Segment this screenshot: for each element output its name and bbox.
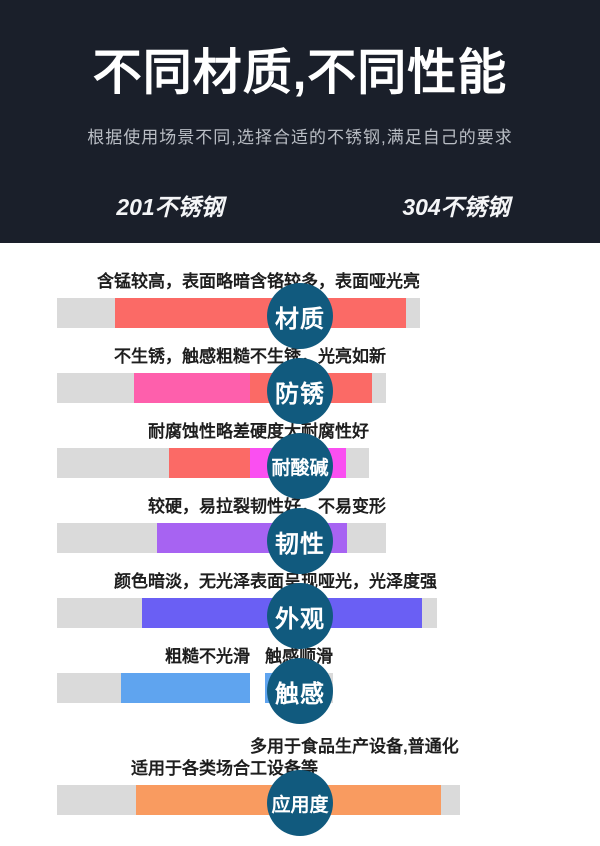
bar-label: 硬度大耐腐性好 [250, 421, 369, 441]
comparison-row-fangxiu: 不生锈，触感粗糙 防锈 不生锈，光亮如新 [0, 328, 600, 424]
comparison-row-naisuanjian: 耐腐蚀性略差 耐酸碱 硬度大耐腐性好 [0, 403, 600, 499]
bar-label: 颜色暗淡，无光泽 [114, 571, 250, 591]
comparison-row-renxing: 较硬，易拉裂 韧性 韧性好，不易变形 [0, 478, 600, 574]
page-title: 不同材质,不同性能 [92, 46, 508, 100]
bar-label: 含锰较高，表面略暗 [97, 271, 250, 291]
category-badge: 外观 [267, 583, 333, 649]
column-header-304: 304不锈钢 [402, 194, 510, 221]
bar-track [57, 598, 250, 628]
cell-201: 较硬，易拉裂 [57, 496, 250, 553]
comparison-row-yingyongdu: 适用于各类场合 应用度 多用于食品生产设备,普通化工设备等 [0, 703, 600, 836]
cell-201: 含锰较高，表面略暗 [57, 271, 250, 328]
bar-label: 含铬较多，表面哑光亮 [250, 271, 420, 291]
category-badge: 耐酸碱 [267, 433, 333, 499]
comparison-rows: 含锰较高，表面略暗 材质 含铬较多，表面哑光亮 不生锈，触感粗糙 防锈 [0, 243, 600, 836]
cell-201: 适用于各类场合 [57, 758, 250, 815]
cell-201: 颜色暗淡，无光泽 [57, 571, 250, 628]
bar-fill [168, 448, 250, 478]
category-badge: 材质 [267, 283, 333, 349]
cell-201: 粗糙不光滑 [57, 646, 250, 703]
category-badge: 韧性 [267, 508, 333, 574]
cell-201: 耐腐蚀性略差 [57, 421, 250, 478]
bar-fill [136, 785, 250, 815]
comparison-row-caizhi: 含锰较高，表面略暗 材质 含铬较多，表面哑光亮 [0, 253, 600, 349]
comparison-row-chugan: 粗糙不光滑 触感 触感顺滑 [0, 628, 600, 724]
bar-label: 粗糙不光滑 [165, 646, 250, 666]
bar-track [57, 298, 250, 328]
category-badge: 触感 [267, 658, 333, 724]
comparison-row-waiguan: 颜色暗淡，无光泽 外观 表面呈现哑光，光泽度强 [0, 553, 600, 649]
page-subtitle: 根据使用场景不同,选择合适的不锈钢,满足自己的要求 [87, 128, 513, 148]
bar-track [57, 448, 250, 478]
bar-label: 多用于食品生产设备,普通化工设备等 [250, 736, 459, 778]
bar-label: 不生锈，触感粗糙 [114, 346, 250, 366]
category-badge: 应用度 [267, 770, 333, 836]
bar-track [57, 785, 250, 815]
cell-201: 不生锈，触感粗糙 [57, 346, 250, 403]
bar-label: 较硬，易拉裂 [148, 496, 250, 516]
bar-label: 适用于各类场合 [131, 758, 250, 778]
bar-track [57, 673, 250, 703]
bar-fill [134, 373, 250, 403]
bar-fill [120, 673, 250, 703]
column-headers: 201不锈钢 304不锈钢 [0, 188, 600, 222]
bar-track [57, 523, 250, 553]
bar-label: 耐腐蚀性略差 [148, 421, 250, 441]
column-header-201: 201不锈钢 [116, 194, 224, 221]
bar-fill [114, 298, 250, 328]
category-badge: 防锈 [267, 358, 333, 424]
header-banner: 不同材质,不同性能 根据使用场景不同,选择合适的不锈钢,满足自己的要求 201不… [0, 0, 600, 243]
bar-fill [157, 523, 250, 553]
bar-track [57, 373, 250, 403]
bar-fill [141, 598, 250, 628]
